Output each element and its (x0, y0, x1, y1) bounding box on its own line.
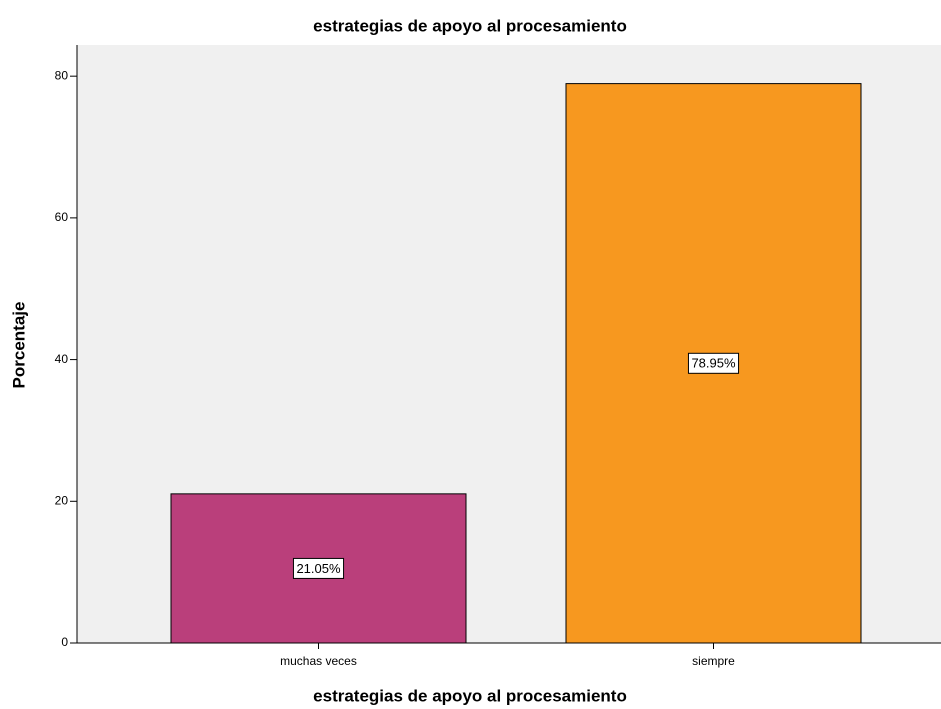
value-label-box (292, 557, 345, 579)
value-label: 21.05% (296, 561, 341, 576)
chart-title: estrategias de apoyo al procesamiento (313, 16, 627, 35)
y-tick-label: 40 (55, 352, 69, 366)
bar (170, 493, 467, 644)
x-tick-label: siempre (692, 654, 735, 668)
value-label-box (687, 352, 740, 374)
x-axis-title: estrategias de apoyo al procesamiento (313, 686, 627, 705)
y-tick-label: 80 (55, 68, 69, 82)
y-tick-label: 20 (55, 493, 69, 507)
value-label: 78.95% (691, 356, 736, 371)
y-axis-title: Porcentaje (9, 302, 28, 389)
y-tick-label: 60 (55, 210, 69, 224)
x-tick-label: muchas veces (280, 654, 357, 668)
y-tick-label: 0 (61, 635, 68, 649)
